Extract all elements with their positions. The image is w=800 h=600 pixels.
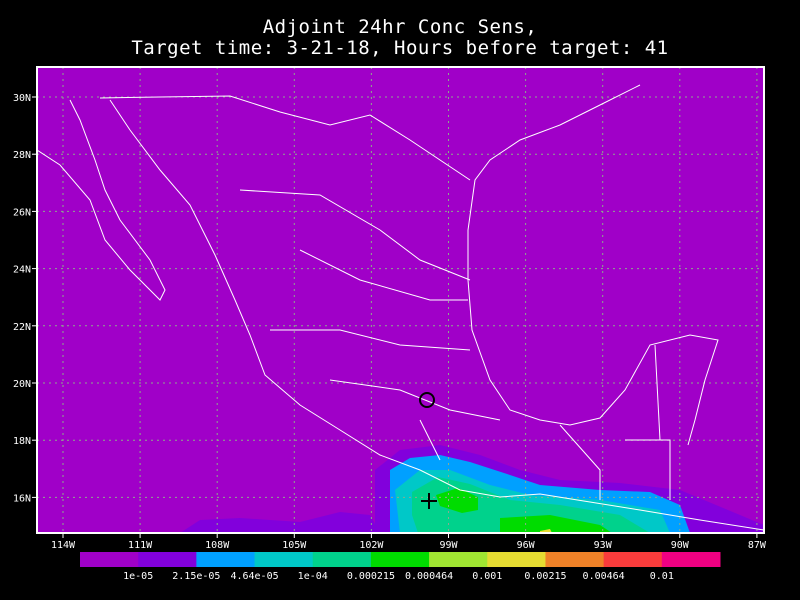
- lat-tick-label: 28N: [13, 150, 31, 161]
- lon-tick-label: 108W: [205, 540, 230, 551]
- colorbar-label: 0.001: [472, 571, 502, 582]
- colorbar-swatch: [254, 552, 314, 567]
- lat-tick-label: 26N: [13, 207, 31, 218]
- colorbar-swatch: [545, 552, 605, 567]
- coastlines: [37, 84, 764, 531]
- lon-tick-label: 111W: [128, 540, 153, 551]
- contour-level-2-west: [180, 512, 380, 533]
- lon-tick-label: 105W: [282, 540, 307, 551]
- colorbar-label: 0.000464: [405, 571, 453, 582]
- colorbar-label: 1e-05: [123, 571, 153, 582]
- lon-tick-label: 114W: [51, 540, 76, 551]
- colorbar-label: 0.000215: [347, 571, 395, 582]
- colorbar-swatch: [429, 552, 488, 567]
- colorbar-label: 4.64e-05: [230, 571, 278, 582]
- colorbar-label: 0.01: [650, 571, 674, 582]
- colorbar-swatch: [312, 552, 372, 567]
- pacific-coast: [109, 99, 764, 531]
- colorbar-swatch: [80, 552, 139, 567]
- lat-tick-label: 18N: [13, 436, 31, 447]
- lon-ticks: 114W 111W 108W 105W 102W 99W 96W 93W 90W 87W: [51, 533, 767, 551]
- plot-frame: [36, 66, 765, 534]
- gulf-coast: [467, 84, 719, 446]
- colorbar: 1e-05 2.15e-05 4.64e-05 1e-04 0.000215 0.0004…: [80, 552, 721, 582]
- baja-coast: [37, 99, 166, 301]
- lon-tick-label: 102W: [359, 540, 384, 551]
- colorbar-label: 0.00215: [524, 571, 566, 582]
- lat-ticks: 30N 28N 26N 24N 22N 20N 18N 16N: [13, 93, 37, 504]
- plus-icon: [421, 493, 437, 509]
- colorbar-swatch: [661, 552, 721, 567]
- title-line-2: Target time: 3-21-18, Hours before targe…: [131, 37, 669, 59]
- colorbar-label: 0.00464: [583, 571, 625, 582]
- colorbar-swatch: [196, 552, 256, 567]
- us-border: [99, 95, 471, 181]
- lat-tick-label: 24N: [13, 265, 31, 276]
- lat-tick-label: 22N: [13, 322, 31, 333]
- contour-level-5: [412, 477, 650, 533]
- lat-tick-label: 16N: [13, 493, 31, 504]
- lon-tick-label: 96W: [517, 540, 536, 551]
- lat-tick-label: 20N: [13, 379, 31, 390]
- title-line-1: Adjoint 24hr Conc Sens,: [262, 16, 538, 38]
- colorbar-label: 2.15e-05: [172, 571, 220, 582]
- lon-tick-label: 87W: [748, 540, 767, 551]
- lon-tick-label: 93W: [594, 540, 613, 551]
- lat-tick-label: 30N: [13, 93, 31, 104]
- circle-icon: [419, 392, 435, 408]
- lon-tick-label: 99W: [439, 540, 458, 551]
- colorbar-swatch: [138, 552, 197, 567]
- colorbar-swatch: [370, 552, 430, 567]
- state-lines: [239, 189, 671, 500]
- colorbar-label: 1e-04: [298, 571, 328, 582]
- colorbar-swatch: [487, 552, 546, 567]
- lon-tick-label: 90W: [671, 540, 690, 551]
- colorbar-swatch: [603, 552, 663, 567]
- contour-level-6-south: [500, 515, 612, 533]
- contour-level-6: [436, 488, 478, 513]
